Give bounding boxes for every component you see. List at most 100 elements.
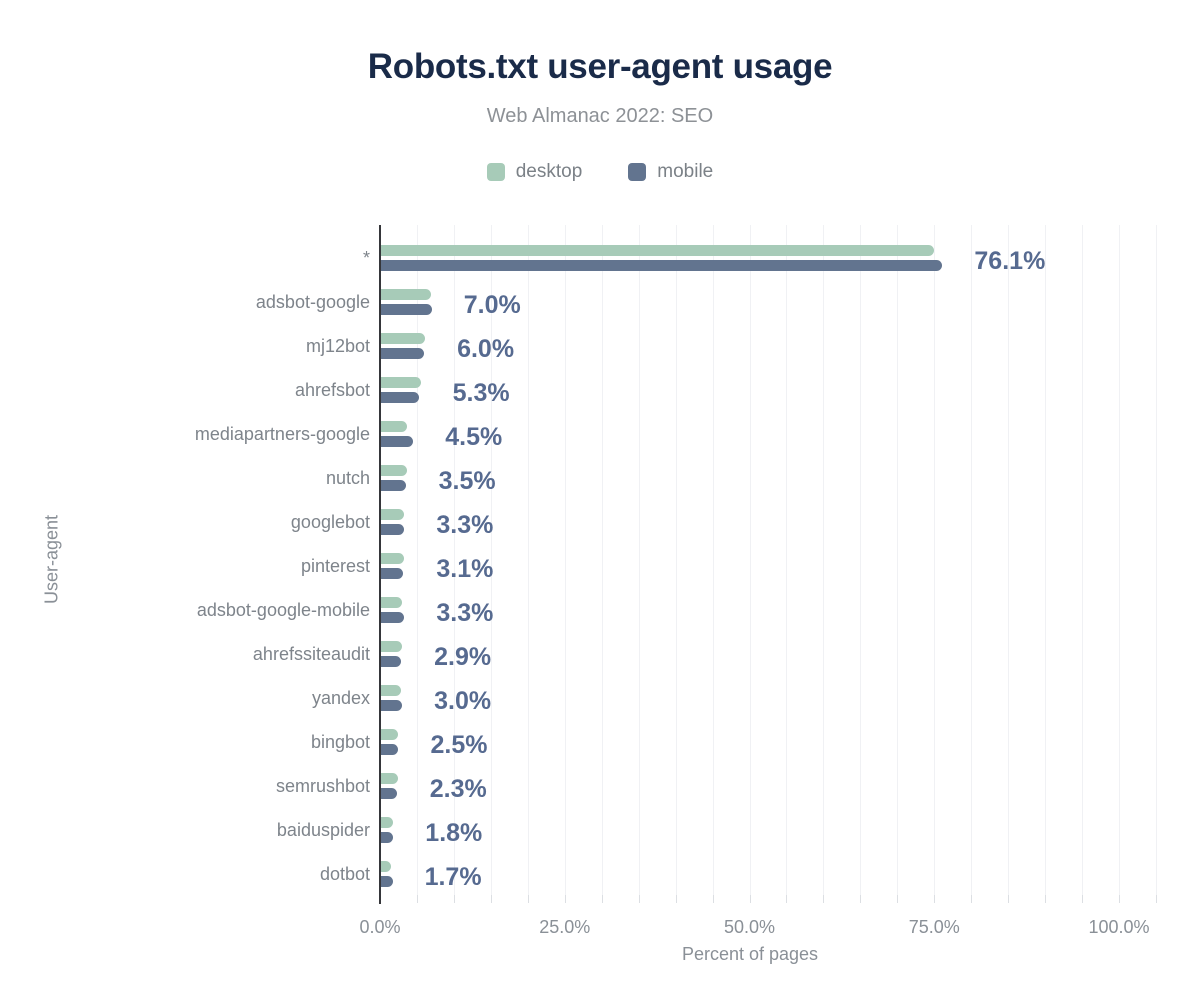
chart-subtitle: Web Almanac 2022: SEO [486, 105, 714, 127]
legend-label-desktop: desktop [515, 161, 583, 182]
gridline [860, 225, 862, 895]
value-label: 2.3% [429, 775, 487, 803]
gridline [453, 225, 455, 895]
x-axis-tick [1082, 895, 1084, 903]
gridline [564, 225, 566, 895]
category-label: pinterest [300, 556, 370, 576]
bar-mobile [380, 392, 420, 403]
bar-mobile [380, 260, 943, 271]
bar-desktop [380, 553, 405, 564]
x-axis-tick [490, 895, 492, 903]
bar-mobile [380, 436, 414, 447]
category-label: semrushbot [275, 776, 370, 796]
bar-desktop [380, 817, 393, 828]
x-axis-zero-line [379, 225, 381, 904]
x-axis-tick [675, 895, 677, 903]
chart-title: Robots.txt user-agent usage [367, 47, 833, 86]
legend-label-mobile: mobile [657, 161, 714, 182]
value-label: 3.0% [434, 687, 492, 715]
x-tick-label: 75.0% [908, 917, 960, 937]
bar-mobile [380, 304, 432, 315]
value-label: 1.7% [424, 863, 482, 891]
x-tick-label: 50.0% [723, 917, 776, 937]
value-label: 3.5% [438, 467, 496, 495]
gridline [601, 225, 603, 895]
value-label: 7.0% [463, 291, 521, 319]
value-label: 3.3% [436, 511, 494, 539]
bar-mobile [380, 832, 394, 843]
category-label: bingbot [310, 732, 370, 752]
category-label: dotbot [319, 864, 370, 884]
legend-item-desktop: desktop [486, 161, 583, 183]
value-label: 6.0% [457, 335, 515, 363]
legend: desktop mobile [0, 161, 1200, 183]
x-tick-label: 25.0% [539, 917, 591, 937]
value-label: 5.3% [452, 379, 510, 407]
gridline [638, 225, 640, 895]
value-label: 3.1% [436, 555, 494, 583]
x-axis-tick [749, 895, 751, 903]
gridline [971, 225, 973, 895]
bar-desktop [380, 597, 403, 608]
bar-mobile [380, 612, 405, 623]
bar-desktop [380, 245, 934, 256]
bar-mobile [380, 348, 425, 359]
bar-desktop [380, 685, 402, 696]
value-label: 2.5% [430, 731, 488, 759]
bar-desktop [380, 465, 407, 476]
gridline [527, 225, 529, 895]
bar-desktop [380, 773, 398, 784]
gridline [749, 225, 751, 895]
bar-mobile [380, 568, 403, 579]
category-label: adsbot-google-mobile [196, 600, 370, 620]
x-axis-tick [897, 895, 899, 903]
value-label: 1.8% [425, 819, 483, 847]
gridline [1045, 225, 1047, 895]
bar-mobile [380, 480, 406, 491]
bar-mobile [380, 700, 403, 711]
bar-mobile [380, 788, 397, 799]
category-label: googlebot [290, 512, 370, 532]
category-label: * [362, 248, 370, 268]
category-label: mediapartners-google [194, 424, 370, 444]
gridline [1082, 225, 1084, 895]
mobile-swatch-icon [628, 163, 647, 181]
x-axis-tick [601, 895, 603, 903]
bar-desktop [380, 333, 426, 344]
category-label: ahrefsbot [294, 380, 370, 400]
bar-desktop [380, 421, 407, 432]
x-axis-tick [712, 895, 714, 903]
x-axis-tick [971, 895, 973, 903]
bar-desktop [380, 509, 404, 520]
x-tick-label: 0.0% [359, 917, 401, 937]
category-label: nutch [325, 468, 370, 488]
category-label: baiduspider [276, 820, 370, 840]
x-axis-tick [1119, 895, 1121, 903]
gridline [823, 225, 825, 895]
x-axis-title: Percent of pages [681, 944, 819, 964]
legend-item-mobile: mobile [628, 161, 713, 183]
bar-mobile [380, 744, 399, 755]
gridline [934, 225, 936, 895]
bar-desktop [380, 641, 403, 652]
gridline [786, 225, 788, 895]
category-label: adsbot-google [255, 292, 370, 312]
x-axis-tick [823, 895, 825, 903]
gridline [1156, 225, 1157, 895]
value-label: 4.5% [445, 423, 503, 451]
gridline [416, 225, 418, 895]
x-axis-tick [416, 895, 418, 903]
value-label: 2.9% [434, 643, 492, 671]
x-axis-tick [860, 895, 862, 903]
gridline [675, 225, 677, 895]
gridline [1008, 225, 1010, 895]
x-tick-label: 100.0% [1088, 917, 1150, 937]
plot-area: 0.0% 25.0% 50.0% 75.0% 100.0% 76.1% 7.0% 6.0% 5.… [359, 225, 1157, 937]
x-axis-tick [786, 895, 788, 903]
bar-desktop [380, 861, 392, 872]
gridline [897, 225, 899, 895]
bar-desktop [380, 729, 398, 740]
desktop-swatch-icon [486, 163, 505, 181]
x-axis-tick [1156, 895, 1157, 903]
x-axis-tick [934, 895, 936, 903]
